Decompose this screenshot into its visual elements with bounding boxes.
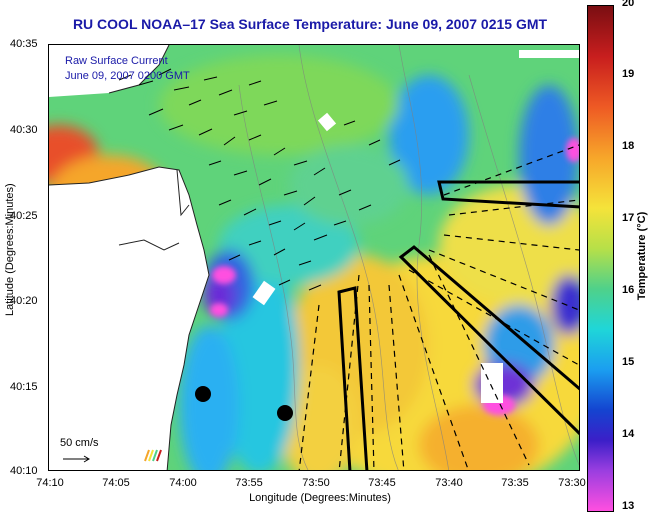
lon-tick: 74:10	[36, 477, 64, 489]
sst-map-canvas	[49, 45, 579, 470]
overlay-label-line2: June 09, 2007 0200 GMT	[65, 70, 190, 82]
colorbar-tick: 17	[622, 212, 635, 224]
lat-tick: 40:30	[10, 124, 38, 136]
lat-tick: 40:35	[10, 38, 38, 50]
lon-tick: 73:35	[501, 477, 529, 489]
colorbar-tick: 15	[622, 356, 635, 368]
station-marker[interactable]	[277, 405, 293, 421]
station-marker[interactable]	[195, 386, 211, 402]
colorbar-tick: 13	[622, 500, 635, 512]
colorbar-tick: 14	[622, 428, 635, 440]
lon-tick: 73:30	[558, 477, 586, 489]
lon-tick: 74:00	[169, 477, 197, 489]
lat-tick: 40:20	[10, 295, 38, 307]
colorbar-label: Temperature (°C)	[636, 211, 648, 301]
color-scale-legend	[144, 449, 162, 462]
lon-tick: 73:55	[235, 477, 263, 489]
temperature-colorbar	[587, 5, 614, 512]
lon-tick: 73:45	[368, 477, 396, 489]
sst-map[interactable]: Raw Surface Current June 09, 2007 0200 G…	[48, 44, 580, 471]
colorbar-tick: 20	[622, 0, 635, 9]
map-title: RU COOL NOAA–17 Sea Surface Temperature:…	[72, 16, 548, 32]
x-axis-label: Longitude (Degrees:Minutes)	[249, 492, 391, 504]
lon-tick: 73:50	[302, 477, 330, 489]
vector-scale-label: 50 cm/s	[60, 437, 99, 449]
lat-tick: 40:10	[10, 465, 38, 477]
lat-tick: 40:15	[10, 381, 38, 393]
overlay-label-line1: Raw Surface Current	[65, 55, 168, 67]
lon-tick: 74:05	[102, 477, 130, 489]
colorbar-tick: 16	[622, 284, 635, 296]
colorbar-tick: 19	[622, 68, 635, 80]
lon-tick: 73:40	[435, 477, 463, 489]
lat-tick: 40:25	[10, 210, 38, 222]
colorbar-tick: 18	[622, 140, 635, 152]
